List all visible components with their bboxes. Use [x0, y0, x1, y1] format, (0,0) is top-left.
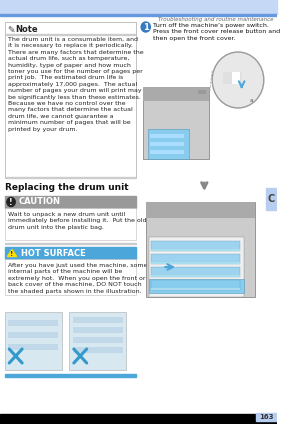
Bar — [150, 142, 184, 146]
Bar — [151, 241, 240, 251]
Bar — [151, 275, 240, 277]
Bar — [4, 196, 136, 208]
Bar — [151, 280, 240, 290]
Bar — [148, 129, 189, 159]
Bar — [151, 249, 240, 251]
Bar — [151, 288, 240, 290]
Bar — [4, 312, 62, 370]
Text: The drum unit is a consumable item, and
it is necessary to replace it periodical: The drum unit is a consumable item, and … — [8, 37, 144, 131]
Bar — [232, 72, 240, 84]
Text: Replacing the drum unit: Replacing the drum unit — [4, 183, 128, 192]
Bar — [151, 262, 240, 264]
Bar — [0, 414, 277, 424]
Bar — [8, 344, 58, 350]
Bar — [73, 317, 123, 323]
Bar — [256, 413, 277, 421]
Text: HOT SURFACE: HOT SURFACE — [21, 248, 86, 257]
Text: CAUTION: CAUTION — [18, 198, 60, 206]
Bar — [141, 194, 268, 314]
Bar — [146, 202, 255, 218]
Bar — [4, 22, 136, 178]
Bar — [73, 327, 123, 333]
Bar — [0, 14, 277, 16]
Bar — [266, 188, 277, 210]
Bar — [150, 150, 184, 154]
Bar — [146, 202, 255, 297]
Bar — [143, 87, 209, 159]
Bar — [73, 337, 123, 343]
Bar — [4, 259, 136, 295]
Text: After you have just used the machine, some
internal parts of the machine will be: After you have just used the machine, so… — [8, 263, 148, 293]
Text: 163: 163 — [259, 414, 274, 420]
Text: a: a — [249, 98, 253, 103]
Bar — [151, 267, 240, 277]
Text: Troubleshooting and routine maintenance: Troubleshooting and routine maintenance — [158, 17, 273, 22]
Text: Turn off the machine’s power switch.
Press the front cover release button and
th: Turn off the machine’s power switch. Pre… — [153, 23, 280, 41]
Bar — [8, 320, 58, 326]
Bar — [223, 72, 242, 84]
Bar — [8, 332, 58, 338]
Bar — [4, 243, 136, 244]
Bar — [69, 312, 126, 370]
Circle shape — [7, 198, 15, 206]
Bar — [150, 134, 184, 138]
Text: Wait to unpack a new drum unit until
immediately before installing it.  Put the : Wait to unpack a new drum unit until imm… — [8, 212, 147, 230]
Bar — [198, 90, 206, 94]
Circle shape — [212, 52, 264, 108]
Text: C: C — [268, 194, 275, 204]
Bar — [4, 374, 136, 377]
Bar — [4, 247, 136, 259]
Bar — [143, 87, 209, 101]
Bar — [4, 208, 136, 240]
Bar — [73, 347, 123, 353]
Text: ✎: ✎ — [8, 26, 15, 35]
Polygon shape — [8, 249, 16, 257]
Text: Note: Note — [16, 25, 38, 34]
Bar — [149, 279, 244, 293]
Bar — [0, 0, 277, 14]
Bar — [141, 52, 268, 182]
Text: !: ! — [11, 251, 14, 257]
Bar — [149, 237, 244, 297]
Bar — [151, 254, 240, 264]
Text: 1: 1 — [143, 23, 149, 32]
Bar — [5, 177, 135, 178]
Text: !: ! — [9, 198, 13, 207]
Circle shape — [141, 22, 150, 32]
